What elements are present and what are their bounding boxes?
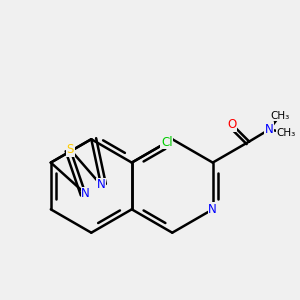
- Text: Cl: Cl: [161, 136, 172, 149]
- Text: N: N: [81, 188, 90, 200]
- Text: CH₃: CH₃: [270, 111, 289, 121]
- Text: S: S: [67, 143, 74, 156]
- Text: O: O: [227, 118, 237, 131]
- Text: N: N: [97, 178, 105, 191]
- Text: N: N: [208, 203, 217, 216]
- Text: N: N: [265, 123, 274, 136]
- Text: CH₃: CH₃: [277, 128, 296, 138]
